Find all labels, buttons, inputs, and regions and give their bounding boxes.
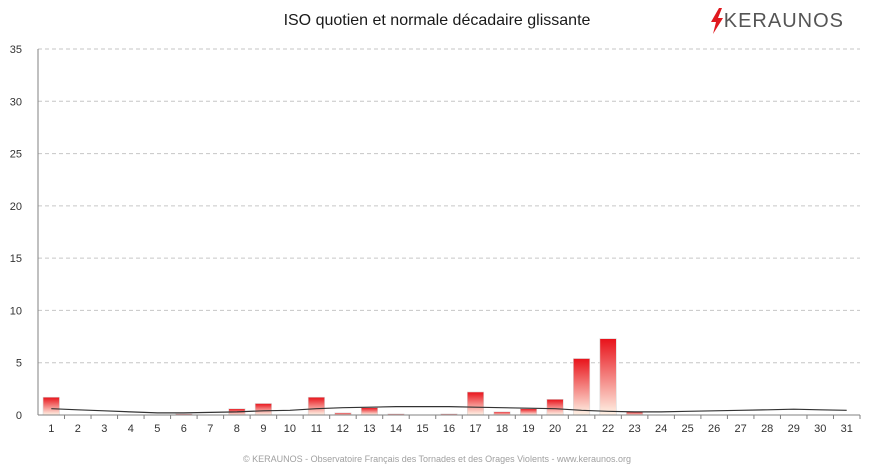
bar — [360, 407, 378, 416]
x-tick-label: 23 — [628, 423, 640, 435]
x-tick-label: 11 — [311, 423, 322, 435]
y-tick-label: 10 — [10, 305, 22, 317]
x-tick-label: 6 — [181, 423, 187, 435]
x-tick-label: 9 — [260, 423, 266, 435]
bar — [42, 396, 60, 416]
y-tick-label: 5 — [16, 358, 22, 370]
x-tick-label: 12 — [337, 423, 349, 435]
x-tick-label: 2 — [75, 423, 81, 435]
y-tick-label: 15 — [10, 253, 22, 265]
x-tick-label: 19 — [522, 423, 534, 435]
keraunos-logo: KERAUNOS — [710, 8, 844, 34]
x-tick-label: 30 — [814, 423, 826, 435]
x-tick-label: 20 — [549, 423, 561, 435]
x-tick-label: 18 — [496, 423, 508, 435]
bar — [254, 403, 272, 416]
bar — [599, 338, 617, 416]
bar — [307, 396, 325, 416]
x-tick-label: 25 — [682, 423, 694, 435]
x-tick-label: 4 — [128, 423, 134, 435]
footer-credit: © KERAUNOS - Observatoire Français des T… — [243, 454, 631, 464]
bar — [546, 399, 564, 416]
normal-line — [51, 406, 847, 414]
bar — [520, 408, 538, 416]
y-tick-label: 30 — [10, 96, 22, 108]
logo-text: KERAUNOS — [723, 9, 844, 32]
x-tick-label: 13 — [363, 423, 375, 435]
y-tick-label: 35 — [10, 44, 22, 56]
x-tick-label: 28 — [761, 423, 773, 435]
y-tick-label: 25 — [10, 149, 22, 161]
bar — [573, 358, 591, 416]
x-tick-label: 16 — [443, 423, 455, 435]
x-tick-label: 8 — [234, 423, 240, 435]
bar — [466, 391, 485, 416]
x-tick-label: 1 — [48, 423, 54, 435]
x-tick-label: 22 — [602, 423, 614, 435]
x-tick-label: 26 — [708, 423, 720, 435]
x-tick-label: 27 — [735, 423, 747, 435]
x-tick-label: 15 — [416, 423, 428, 435]
x-tick-label: 7 — [207, 423, 213, 435]
x-tick-label: 31 — [841, 423, 853, 435]
x-tick-label: 24 — [655, 423, 667, 435]
y-tick-label: 20 — [10, 201, 22, 213]
x-tick-label: 14 — [390, 423, 402, 435]
x-tick-label: 5 — [154, 423, 160, 435]
y-tick-label: 0 — [16, 410, 22, 422]
x-tick-label: 17 — [469, 423, 481, 435]
lightning-bolt-icon — [710, 8, 723, 34]
x-tick-label: 10 — [284, 423, 296, 435]
x-tick-label: 21 — [575, 423, 587, 435]
x-tick-label: 29 — [788, 423, 800, 435]
x-tick-label: 3 — [101, 423, 107, 435]
chart-title: ISO quotien et normale décadaire glissan… — [283, 12, 591, 29]
